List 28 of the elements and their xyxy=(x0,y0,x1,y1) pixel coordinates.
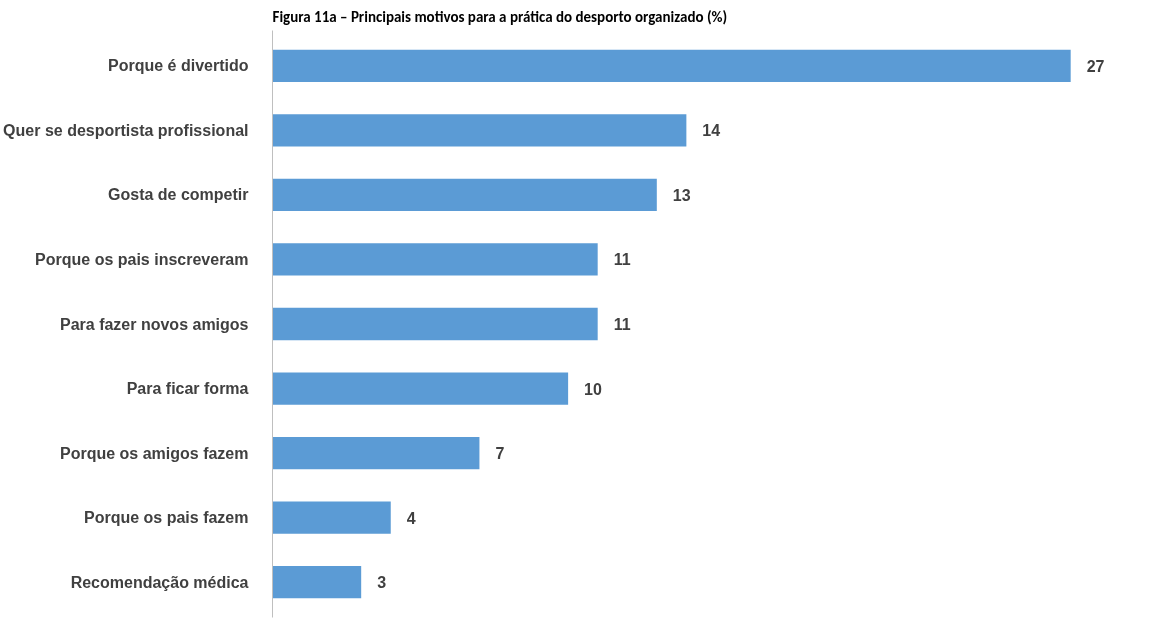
y-tick-label: Para ficar forma xyxy=(126,380,249,398)
y-tick-label: Porque é divertido xyxy=(108,57,249,75)
data-label: 11 xyxy=(613,251,631,269)
data-label: 14 xyxy=(702,122,721,140)
chart-title: Figura 11a – Principais motivos para a prática do desporto organizado (%) xyxy=(272,7,728,26)
y-tick-label: Quer se desportista profissional xyxy=(3,121,249,139)
data-label: 27 xyxy=(1086,57,1105,75)
data-label: 7 xyxy=(495,445,505,463)
bar xyxy=(272,436,480,470)
y-tick-label: Recomendação médica xyxy=(70,573,249,591)
bar xyxy=(272,243,598,276)
y-tick-label: Para fazer novos amigos xyxy=(59,315,249,333)
data-label: 10 xyxy=(584,380,603,398)
bar xyxy=(272,49,1071,83)
bar xyxy=(272,307,598,341)
bar xyxy=(272,501,391,534)
data-label: 4 xyxy=(406,509,416,527)
data-label: 13 xyxy=(672,186,691,204)
bar xyxy=(272,178,657,212)
bar xyxy=(272,565,362,599)
bar xyxy=(272,114,687,147)
y-tick-label: Porque os pais inscreveram xyxy=(35,250,249,268)
data-label: 3 xyxy=(377,574,387,592)
y-tick-label: Porque os pais fazem xyxy=(84,509,249,527)
y-tick-label: Porque os amigos fazem xyxy=(60,444,249,462)
bar xyxy=(272,372,569,405)
y-tick-label: Gosta de competir xyxy=(108,186,249,204)
data-label: 11 xyxy=(613,316,631,333)
